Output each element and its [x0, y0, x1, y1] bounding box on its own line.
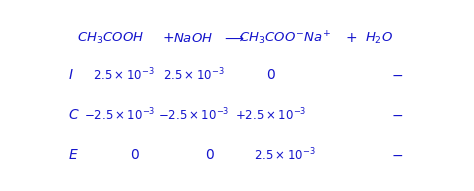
Text: $E$: $E$: [68, 148, 79, 162]
Text: $\longrightarrow$: $\longrightarrow$: [222, 32, 245, 45]
Text: $0$: $0$: [205, 148, 215, 162]
Text: $H_2O$: $H_2O$: [365, 31, 393, 46]
Text: $-2.5\times10^{-3}$: $-2.5\times10^{-3}$: [158, 107, 229, 123]
Text: $I$: $I$: [68, 68, 74, 82]
Text: $+2.5\times10^{-3}$: $+2.5\times10^{-3}$: [235, 107, 306, 123]
Text: $2.5\times10^{-3}$: $2.5\times10^{-3}$: [93, 67, 155, 83]
Text: $0$: $0$: [130, 148, 139, 162]
Text: $-$: $-$: [391, 68, 403, 82]
Text: $-$: $-$: [391, 148, 403, 162]
Text: $2.5\times10^{-3}$: $2.5\times10^{-3}$: [255, 146, 316, 163]
Text: $NaOH$: $NaOH$: [173, 32, 213, 45]
Text: $0$: $0$: [265, 68, 275, 82]
Text: $+$: $+$: [162, 31, 173, 45]
Text: $-2.5\times10^{-3}$: $-2.5\times10^{-3}$: [84, 107, 155, 123]
Text: $2.5\times10^{-3}$: $2.5\times10^{-3}$: [163, 67, 224, 83]
Text: $+$: $+$: [345, 31, 357, 45]
Text: $-$: $-$: [391, 108, 403, 122]
Text: $CH_3COO^{-}Na^{+}$: $CH_3COO^{-}Na^{+}$: [239, 30, 331, 47]
Text: $C$: $C$: [68, 108, 80, 122]
Text: $CH_3COOH$: $CH_3COOH$: [77, 31, 144, 46]
